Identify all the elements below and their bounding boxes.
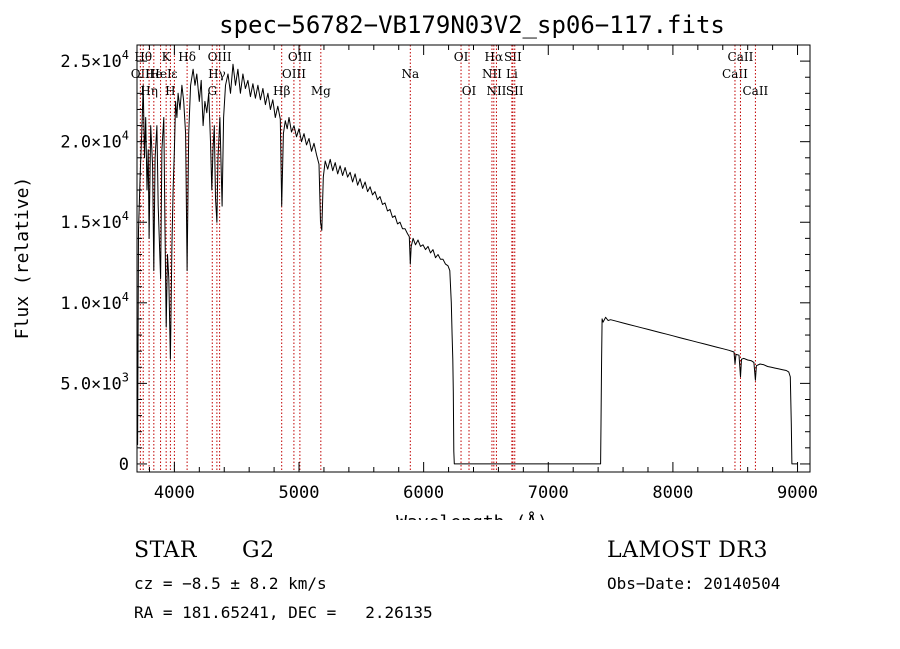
- series-line-0: [136, 63, 798, 465]
- line-label-3: He: [145, 67, 163, 81]
- object-class: STAR: [134, 538, 197, 563]
- coordinates: RA = 181.65241, DEC = 2.26135: [134, 603, 433, 622]
- spectrum-chart: spec−56782−VB179N03V2_sp06−117.fits OIIH…: [12, 11, 818, 533]
- spectral-line-markers: OIIHθHηHeHeIKHεHδGHγOIIIHβOIIIOIIIMgNaOI…: [131, 45, 769, 472]
- line-label-19: NII: [482, 67, 502, 81]
- y-tick-label-3: 1.5×104: [60, 209, 129, 233]
- line-label-9: G: [207, 84, 217, 98]
- y-tick-label-5: 2.5×104: [60, 48, 129, 72]
- y-tick-label-0: 0: [119, 455, 129, 475]
- chart-title: spec−56782−VB179N03V2_sp06−117.fits: [219, 11, 725, 39]
- line-label-4: HeI: [149, 67, 172, 81]
- line-label-23: SII: [504, 50, 522, 64]
- line-label-14: OIII: [288, 50, 312, 64]
- line-label-8: Hδ: [178, 50, 196, 64]
- x-tick-label-0: 4000: [154, 483, 195, 503]
- line-label-10: Hγ: [208, 67, 226, 81]
- y-tick-label-4: 2.0×104: [60, 129, 129, 153]
- line-label-6: H: [165, 84, 175, 98]
- line-label-13: OIII: [282, 67, 306, 81]
- line-label-1: Hθ: [134, 50, 152, 64]
- line-label-24: SII: [506, 84, 524, 98]
- flux-series: [136, 63, 798, 465]
- x-axis: 4000 5000 6000 7000 8000 9000: [148, 45, 818, 503]
- x-tick-label-3: 7000: [528, 483, 569, 503]
- line-label-18: OI: [462, 84, 477, 98]
- line-label-12: Hβ: [273, 84, 290, 98]
- line-label-17: OI: [454, 50, 469, 64]
- line-label-11: OIII: [208, 50, 232, 64]
- line-label-20: Hα: [485, 50, 504, 64]
- plot-frame: [136, 44, 811, 473]
- line-label-26: CaII: [728, 50, 754, 64]
- line-label-15: Mg: [311, 84, 331, 98]
- y-tick-label-2: 1.0×104: [60, 290, 129, 314]
- observation-date: Obs−Date: 20140504: [607, 574, 781, 593]
- line-label-16: Na: [401, 67, 419, 81]
- redshift-velocity: cz = −8.5 ± 8.2 km/s: [134, 574, 327, 593]
- y-axis: 0 5.0×103 1.0×104 1.5×104 2.0×104 2.5×104: [60, 48, 810, 475]
- x-tick-label-4: 8000: [652, 483, 693, 503]
- object-subclass: G2: [242, 538, 275, 563]
- line-label-7: ε: [171, 67, 177, 81]
- y-tick-label-1: 5.0×103: [60, 370, 129, 394]
- x-tick-label-2: 6000: [403, 483, 444, 503]
- line-label-22: Li: [506, 67, 518, 81]
- x-tick-label-1: 5000: [279, 483, 320, 503]
- survey-name: LAMOST DR3: [607, 538, 768, 563]
- line-label-5: K: [162, 50, 172, 64]
- line-label-27: CaII: [742, 84, 768, 98]
- y-axis-label: Flux (relative): [12, 177, 33, 340]
- line-label-0: OII: [131, 67, 151, 81]
- x-tick-label-5: 9000: [777, 483, 818, 503]
- x-axis-label: Wavelength (Å): [396, 511, 548, 520]
- line-label-21: NII: [486, 84, 506, 98]
- line-label-25: CaII: [722, 67, 748, 81]
